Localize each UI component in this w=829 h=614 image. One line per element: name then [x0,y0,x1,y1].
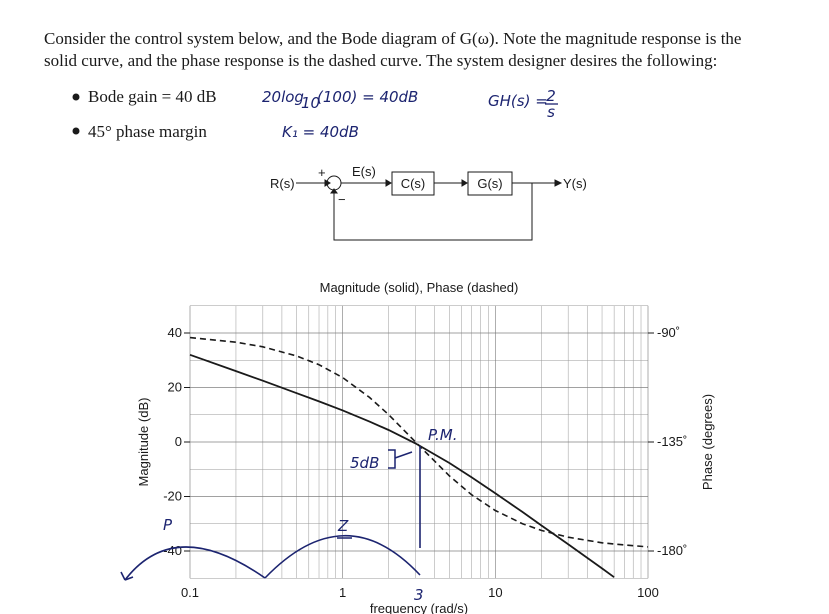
sign-label: − [338,192,346,207]
arrowhead [324,179,331,187]
x-tick-label: 10 [488,585,502,600]
y-tick-label: 20 [168,380,182,395]
arrowhead [330,188,338,194]
signal-label: E(s) [352,164,376,179]
handwritten-stroke [120,571,134,581]
y-tick-label: 0 [175,434,182,449]
y2-tick-label: -180˚ [657,543,687,558]
handwritten-note: 3 [414,586,424,604]
block-diagram [296,171,563,241]
magnitude-curve [189,353,615,578]
paragraph-line: solid curve, and the phase response is t… [44,51,717,70]
handwritten-stroke [124,546,266,581]
bullet-text: Bode gain = 40 dB [88,87,217,106]
y-tick-label: 40 [168,325,182,340]
handwritten-note: 10 [301,94,320,112]
bode-chart: Magnitude (solid), Phase (dashed) frequen… [120,280,715,614]
handwritten-stroke [388,449,413,469]
handwritten-note: Z [337,517,349,535]
handwritten-note: 20log [262,88,304,106]
paragraph-line: Consider the control system below, and t… [44,29,741,48]
x-axis-label: frequency (rad/s) [370,601,468,614]
bullet [72,93,80,101]
handwritten-stroke [264,535,421,579]
handwritten-note: s [547,103,555,121]
y-axis-label: Magnitude (dB) [136,398,151,487]
y-tick-label: -20 [163,489,182,504]
block-label: G(s) [477,176,502,191]
x-tick-label: 1 [339,585,346,600]
phase-curve [189,336,649,548]
y2-axis-label: Phase (degrees) [700,394,715,490]
arrowhead [461,179,468,187]
y2-tick-label: -90˚ [657,325,680,340]
handwritten-note: 2 [546,87,556,105]
arrowhead [385,179,392,187]
y2-tick-label: -135˚ [657,434,687,449]
signal-label: Y(s) [563,176,587,191]
bullet [72,127,80,135]
handwritten-note: P.M. [428,426,457,444]
sign-label: + [318,165,326,180]
handwritten-note: 5dB [350,454,379,472]
arrowhead [554,179,563,187]
handwritten-note: GH(s) = [488,92,548,110]
block-label: C(s) [401,176,426,191]
feedback-path [333,183,533,241]
x-tick-label: 0.1 [181,585,199,600]
bullet-text: 45° phase margin [88,122,207,141]
handwritten-note: K₁ = 40dB [282,123,359,141]
handwritten-note: P [163,516,173,534]
signal-label: R(s) [270,176,295,191]
handwritten-note: (100) = 40dB [317,88,418,106]
x-tick-label: 100 [637,585,659,600]
chart-title: Magnitude (solid), Phase (dashed) [320,280,519,295]
